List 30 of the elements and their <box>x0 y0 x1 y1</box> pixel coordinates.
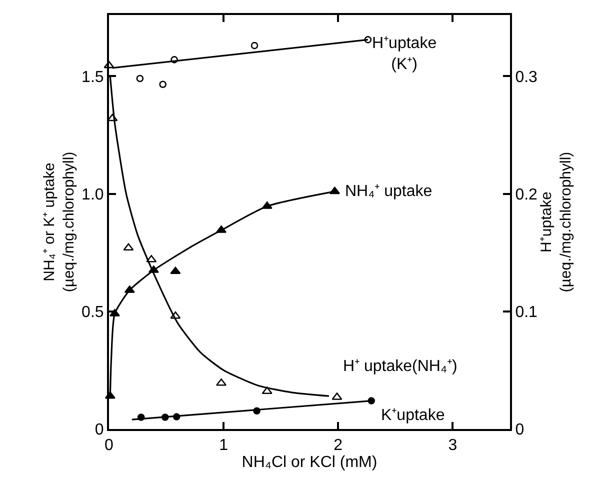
point <box>104 60 114 68</box>
y-tick-label: 1.5 <box>82 68 104 86</box>
series-label: H⁺ uptake(NH₄⁺) <box>343 358 458 375</box>
x-tick-label: 2 <box>334 437 343 454</box>
point <box>170 266 181 274</box>
x-axis-title: NH₄Cl or KCl (mM) <box>242 454 378 472</box>
y2-tick-label: 0.2 <box>515 186 538 204</box>
y-tick-label: 0.5 <box>82 304 104 321</box>
point <box>170 56 178 64</box>
point <box>170 311 181 319</box>
y2-tick-label: 0 <box>515 422 524 439</box>
y-axis-title: NH₄⁺ or K⁺ uptake (µeq./mg.chlorophyll) <box>40 152 78 292</box>
y-tick-label: 1.0 <box>82 186 104 204</box>
series-label: NH₄⁺ uptake <box>345 183 432 200</box>
point <box>146 254 157 262</box>
y2-tick-label: 0.1 <box>515 304 538 321</box>
point <box>216 378 227 386</box>
point <box>250 42 258 50</box>
y2-tick-label: 0.3 <box>515 68 538 86</box>
x-tick-label: 3 <box>448 437 458 454</box>
x-tick-label: 1 <box>219 437 228 454</box>
point <box>136 74 144 82</box>
point <box>262 386 272 394</box>
point <box>123 243 134 251</box>
series-label: H⁺uptake (K⁺) <box>372 35 437 73</box>
series-label: K⁺uptake <box>381 407 445 424</box>
y2-axis-title: H⁺uptake (µeq./mg.chlorophyll) <box>538 152 575 292</box>
point <box>364 36 372 44</box>
point <box>159 80 166 88</box>
y-tick-label: 0 <box>94 422 104 439</box>
